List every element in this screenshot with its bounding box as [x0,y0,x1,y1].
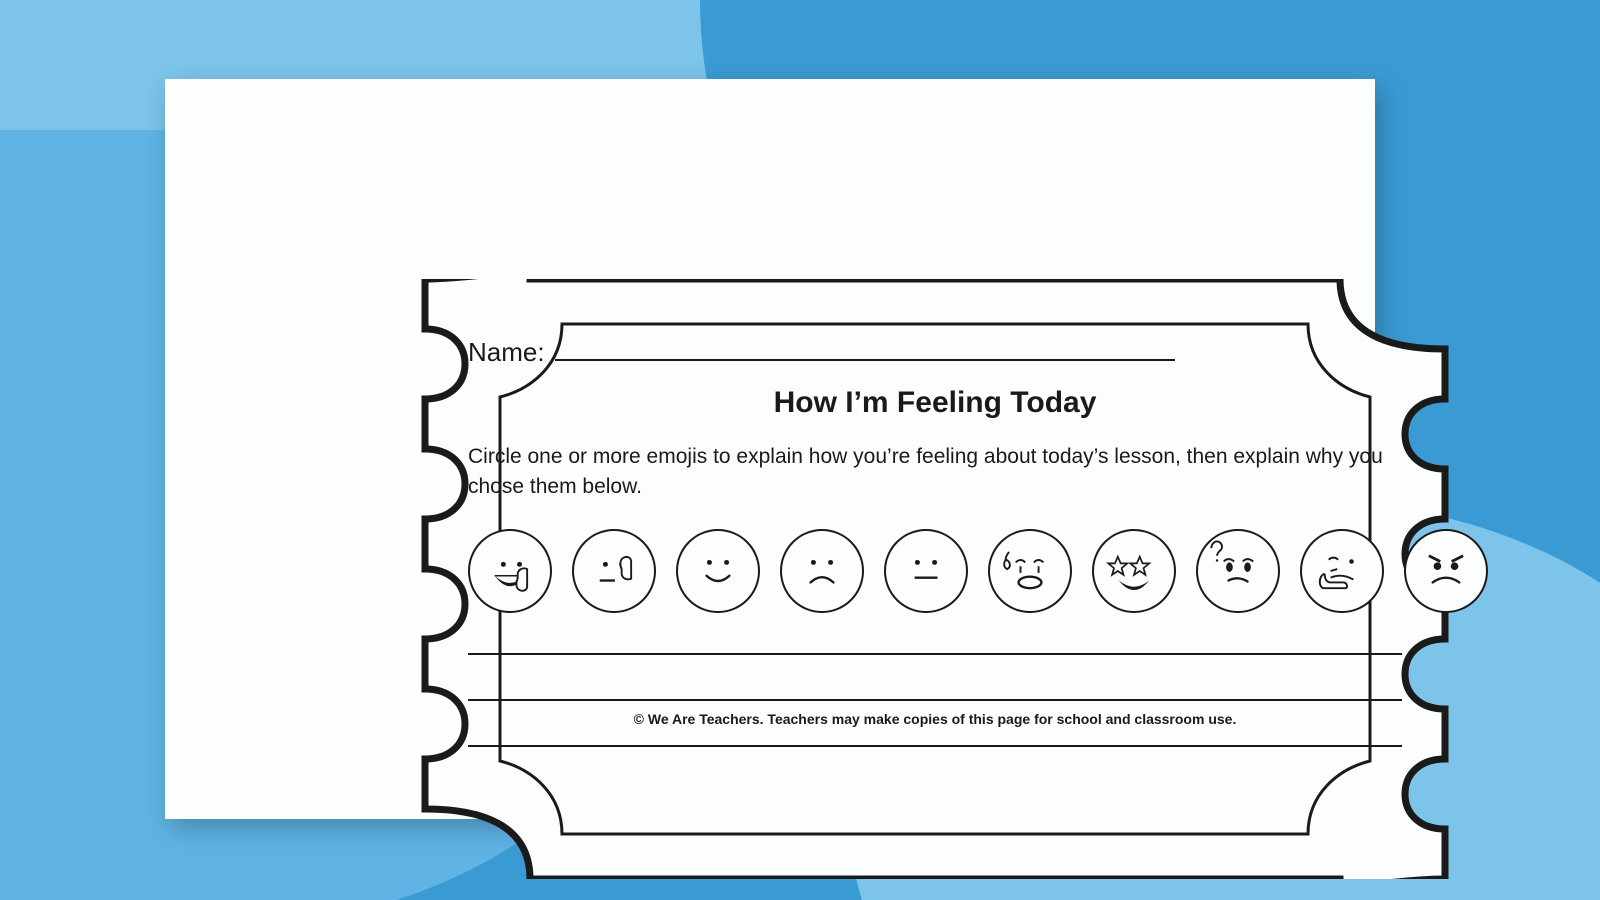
emoji-angry[interactable] [1404,529,1488,613]
copyright-text: © We Are Teachers. Teachers may make cop… [634,711,1237,727]
emoji-thinking[interactable] [1300,529,1384,613]
name-label: Name: [468,337,545,368]
name-field-row: Name: [468,337,1402,368]
worksheet-page-card: Name: How I’m Feeling Today Circle one o… [165,79,1375,819]
emoji-confused-question[interactable] [1196,529,1280,613]
answer-line-1[interactable] [468,653,1402,655]
ticket-content-area: Name: How I’m Feeling Today Circle one o… [468,331,1402,821]
answer-line-2[interactable] [468,699,1402,701]
answer-line-3[interactable] [468,745,1402,747]
answer-lines-container [468,653,1402,747]
copyright-footer: © We Are Teachers. Teachers may make cop… [390,711,1480,729]
name-input-line[interactable] [555,359,1175,361]
ticket-shape-container: Name: How I’m Feeling Today Circle one o… [390,279,1480,879]
emoji-frowning[interactable] [780,529,864,613]
worksheet-instructions: Circle one or more emojis to explain how… [468,442,1402,503]
emoji-star-struck[interactable] [1092,529,1176,613]
emoji-neutral[interactable] [884,529,968,613]
emoji-neutral-thumbsdown[interactable] [572,529,656,613]
worksheet-title: How I’m Feeling Today [468,386,1402,420]
emoji-smiling[interactable] [676,529,760,613]
emoji-selection-row [468,529,1402,613]
emoji-anxious-sweat[interactable] [988,529,1072,613]
emoji-grinning-thumbsup[interactable] [468,529,552,613]
